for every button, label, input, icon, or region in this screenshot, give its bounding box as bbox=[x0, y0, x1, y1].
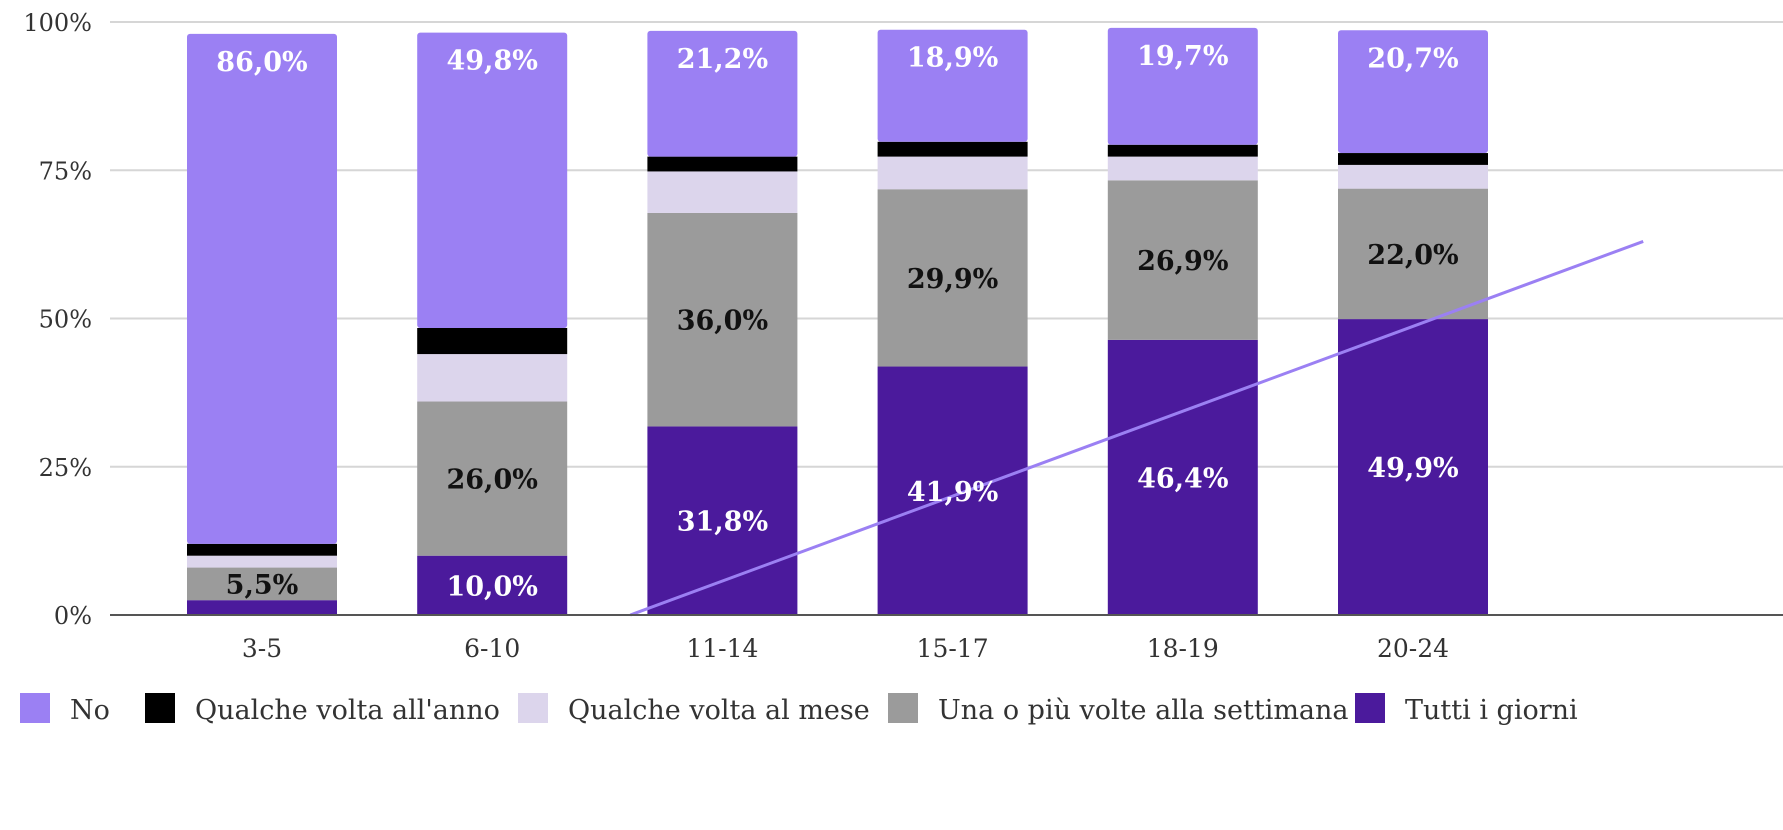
bar-segment-no bbox=[417, 32, 568, 328]
y-tick-label: 75% bbox=[39, 157, 92, 185]
legend-swatch bbox=[518, 693, 548, 723]
data-label: 26,0% bbox=[446, 465, 537, 496]
bar-segment-una-o-pi-volte-alla-settimana bbox=[417, 401, 568, 556]
legend-label: Tutti i giorni bbox=[1405, 695, 1578, 726]
bar-segment-no bbox=[1338, 30, 1488, 154]
bar-segment-una-o-pi-volte-alla-settimana bbox=[187, 567, 337, 601]
legend: No Qualche volta all'anno Qualche volta al… bbox=[20, 693, 1578, 726]
bar-segment-no bbox=[1107, 27, 1258, 145]
y-tick-label: 100% bbox=[23, 9, 92, 37]
bar-segment-qualche-volta-all-anno bbox=[877, 141, 1028, 157]
x-category-label: 11-14 bbox=[686, 634, 758, 663]
legend-label: No bbox=[70, 695, 110, 726]
x-category-label: 3-5 bbox=[242, 634, 282, 663]
data-label: 49,8% bbox=[446, 46, 537, 77]
data-label: 20,7% bbox=[1367, 43, 1458, 74]
bar-segment-qualche-volta-all-anno bbox=[187, 543, 337, 556]
data-label: 36,0% bbox=[677, 306, 768, 337]
x-category-label: 6-10 bbox=[464, 634, 520, 663]
data-label: 31,8% bbox=[677, 507, 768, 538]
legend-label: Qualche volta al mese bbox=[568, 695, 870, 726]
bar-segment-una-o-pi-volte-alla-settimana bbox=[1338, 188, 1488, 320]
data-label: 22,0% bbox=[1367, 240, 1458, 271]
bar-segment-qualche-volta-al-mese bbox=[417, 354, 568, 402]
bar-segment-no bbox=[187, 33, 337, 544]
bar-segment-tutti-i-giorni bbox=[417, 555, 568, 615]
data-label: 18,9% bbox=[907, 43, 998, 74]
bar-segment-qualche-volta-all-anno bbox=[647, 156, 798, 172]
bar-segment-no bbox=[647, 30, 798, 157]
legend-swatch bbox=[20, 693, 50, 723]
legend-swatch bbox=[1355, 693, 1385, 723]
bar-segment-qualche-volta-al-mese bbox=[1107, 156, 1258, 181]
data-labels: 5,5% 86,0% 10,0% 26,0% 49,8% 31,8% 36,0% 21,2% 4… bbox=[216, 41, 1458, 602]
axes: 0% 25% 50% 75% 100% 3-5 6-10 11-14 15-17 18-19 20-… bbox=[23, 9, 1783, 663]
data-label: 5,5% bbox=[226, 570, 299, 601]
bars bbox=[187, 27, 1488, 615]
y-tick-label: 25% bbox=[39, 454, 92, 482]
bar-segment-una-o-pi-volte-alla-settimana bbox=[1107, 180, 1258, 340]
legend-swatch bbox=[888, 693, 918, 723]
data-label: 19,7% bbox=[1137, 41, 1228, 72]
data-label: 46,4% bbox=[1137, 463, 1228, 494]
legend-label: Qualche volta all'anno bbox=[195, 695, 500, 726]
legend-label: Una o più volte alla settimana bbox=[938, 695, 1349, 726]
data-label: 29,9% bbox=[907, 264, 998, 295]
bar-segment-qualche-volta-all-anno bbox=[417, 327, 568, 355]
data-label: 10,0% bbox=[446, 571, 537, 602]
data-label: 26,9% bbox=[1137, 246, 1228, 277]
trendline bbox=[629, 240, 1644, 617]
bar-segment-qualche-volta-all-anno bbox=[1107, 144, 1258, 157]
y-tick-label: 50% bbox=[39, 306, 92, 334]
data-label: 21,2% bbox=[677, 44, 768, 75]
bar-segment-tutti-i-giorni bbox=[1107, 339, 1258, 615]
x-category-label: 20-24 bbox=[1377, 634, 1449, 663]
bar-segment-tutti-i-giorni bbox=[877, 366, 1028, 615]
bar-segment-qualche-volta-al-mese bbox=[647, 171, 798, 213]
data-label: 49,9% bbox=[1367, 453, 1458, 484]
legend-swatch bbox=[145, 693, 175, 723]
bar-segment-una-o-pi-volte-alla-settimana bbox=[647, 212, 798, 427]
bar-segment-qualche-volta-al-mese bbox=[877, 156, 1028, 190]
bar-segment-qualche-volta-al-mese bbox=[1338, 164, 1488, 189]
bar-segment-no bbox=[877, 29, 1028, 142]
trendline-line bbox=[629, 240, 1644, 617]
y-tick-label: 0% bbox=[54, 602, 92, 630]
bar-segment-qualche-volta-al-mese bbox=[187, 555, 337, 568]
bar-segment-tutti-i-giorni bbox=[1338, 319, 1488, 615]
bar-segment-una-o-pi-volte-alla-settimana bbox=[877, 189, 1028, 367]
bar-segment-tutti-i-giorni bbox=[647, 426, 798, 615]
data-label: 86,0% bbox=[216, 47, 307, 78]
bar-segment-tutti-i-giorni bbox=[187, 600, 337, 615]
x-category-label: 15-17 bbox=[917, 634, 989, 663]
data-label: 41,9% bbox=[907, 477, 998, 508]
x-category-label: 18-19 bbox=[1147, 634, 1219, 663]
bar-segment-qualche-volta-all-anno bbox=[1338, 153, 1488, 165]
